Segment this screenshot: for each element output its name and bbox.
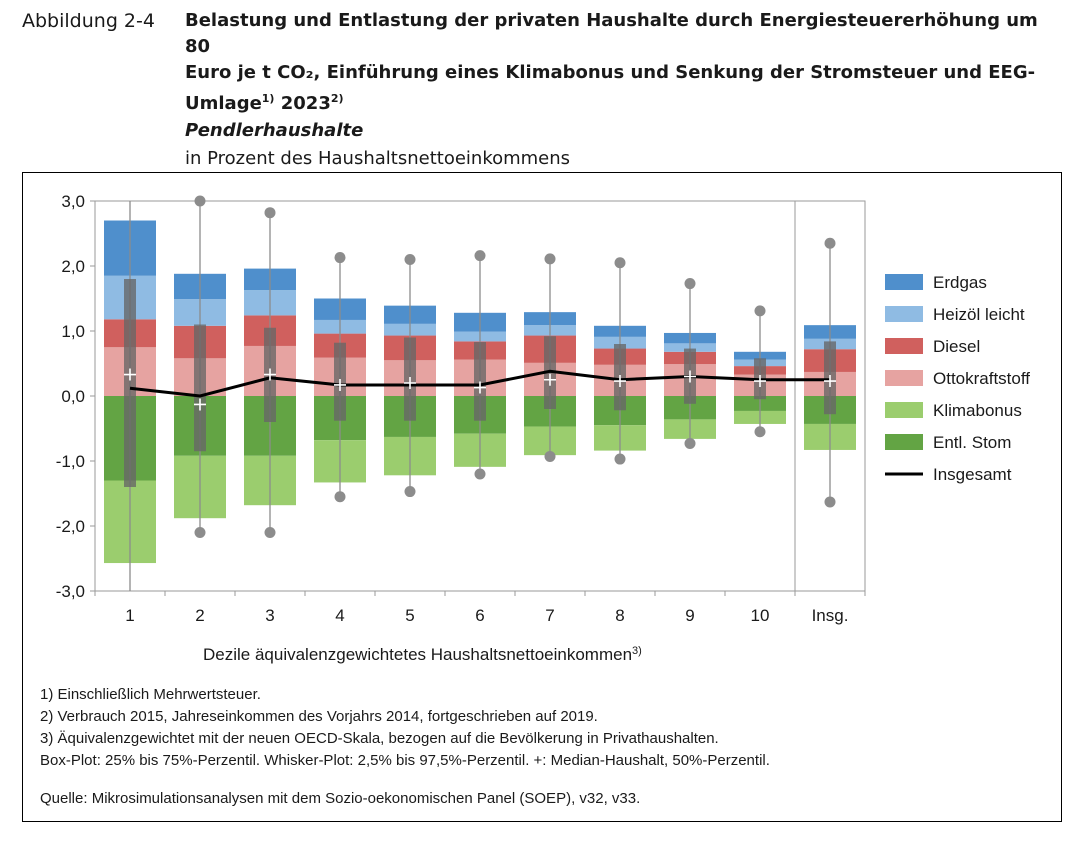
x-tick-label: 8 <box>615 606 624 625</box>
median-marker <box>124 368 136 381</box>
chart-frame: 3,0 2,0 1,0 0,0 -1,0 -2,0 -3,0 1 2 3 4 5 6 7 8 9 10 Insg.… <box>22 172 1062 822</box>
y-tick-label: -2,0 <box>56 517 85 536</box>
y-tick-label: 3,0 <box>61 192 85 211</box>
title-footnote-1: 1) <box>261 92 275 105</box>
y-tick-label: 0,0 <box>61 387 85 406</box>
footnote-2: 2) Verbrauch 2015, Jahreseinkommen des V… <box>40 708 598 725</box>
x-tick-label: 7 <box>545 606 554 625</box>
figure-label: Abbildung 2-4 <box>22 10 155 32</box>
median-marker <box>404 377 416 389</box>
y-tick-label: 1,0 <box>61 322 85 341</box>
whisker-low-dot <box>614 453 626 465</box>
median-marker <box>334 378 346 391</box>
whisker-high-dot <box>544 253 556 265</box>
footnote-boxplot: Box-Plot: 25% bis 75%-Perzentil. Whisker… <box>40 752 770 769</box>
chart-title: Belastung und Entlastung der privaten Ha… <box>185 8 1065 117</box>
legend-label: Heizöl leicht <box>933 305 1025 324</box>
legend-label: Diesel <box>933 337 980 356</box>
whisker-high-dot <box>614 257 626 269</box>
whisker-high-dot <box>264 207 276 219</box>
median-marker <box>474 381 486 394</box>
whisker-low-dot <box>754 426 766 438</box>
x-tick-label: 4 <box>335 606 344 625</box>
source-note: Quelle: Mikrosimulationsanalysen mit dem… <box>40 790 641 807</box>
title-umlage: Umlage <box>185 93 262 114</box>
title-footnote-2: 2) <box>330 92 344 105</box>
legend-swatch <box>885 402 923 418</box>
whisker-low-dot <box>334 491 346 503</box>
whisker-high-dot <box>824 237 836 249</box>
y-tick-label: -3,0 <box>56 582 85 601</box>
x-tick-label: 10 <box>751 606 770 625</box>
chart-title-line-2: Euro je t CO₂, Einführung eines Klimabon… <box>185 62 1036 83</box>
footnote-1: 1) Einschließlich Mehrwertsteuer. <box>40 686 261 703</box>
median-marker <box>264 368 276 381</box>
whisker-low-dot <box>194 527 206 538</box>
whisker-low-dot <box>544 450 556 462</box>
whisker-high-dot <box>404 254 416 265</box>
chart-title-block: Belastung und Entlastung der privaten Ha… <box>185 8 1065 172</box>
chart-title-line-1: Belastung und Entlastung der privaten Ha… <box>185 10 1038 57</box>
legend-swatch <box>885 434 923 450</box>
whisker-high-dot <box>334 252 346 264</box>
chart-title-line-3: Umlage1) 20232) <box>185 86 1065 117</box>
median-marker <box>194 398 206 411</box>
unit-text: in Prozent des Haushaltsnettoeinkommens <box>185 148 571 169</box>
whisker-low-dot <box>264 527 276 538</box>
whisker-high-dot <box>754 305 766 317</box>
y-tick-label: -1,0 <box>56 452 85 471</box>
title-year: 2023 <box>280 93 331 114</box>
whisker-high-dot <box>684 278 696 290</box>
legend-swatch <box>885 370 923 386</box>
x-axis-title: Dezile äquivalenzgewichtetes Haushaltsne… <box>203 645 642 664</box>
box <box>194 324 206 452</box>
legend-label: Erdgas <box>933 273 987 292</box>
x-tick-label: 2 <box>195 606 204 625</box>
whisker-high-dot <box>194 195 206 207</box>
box <box>474 342 486 421</box>
whisker-low-dot <box>684 437 696 449</box>
legend-label: Entl. Stom <box>933 433 1011 452</box>
median-marker <box>614 375 626 388</box>
legend-swatch <box>885 338 923 354</box>
legend-swatch <box>885 274 923 290</box>
x-tick-label: Insg. <box>812 606 849 625</box>
chart-svg: 3,0 2,0 1,0 0,0 -1,0 -2,0 -3,0 1 2 3 4 5 6 7 8 9 10 Insg.… <box>56 192 1031 664</box>
legend-label: Insgesamt <box>933 465 1012 484</box>
median-marker <box>684 370 696 383</box>
whisker-high-dot <box>474 250 486 262</box>
x-tick-label: 1 <box>125 606 134 625</box>
footnotes: 1) Einschließlich Mehrwertsteuer. 2) Ver… <box>40 684 1050 772</box>
x-tick-label: 9 <box>685 606 694 625</box>
x-tick-label: 3 <box>265 606 274 625</box>
median-marker <box>544 373 556 386</box>
whisker-low-dot <box>474 468 486 480</box>
x-tick-label: 5 <box>405 606 414 625</box>
whisker-low-dot <box>404 486 416 498</box>
y-tick-label: 2,0 <box>61 257 85 276</box>
legend-label: Klimabonus <box>933 401 1022 420</box>
median-marker <box>824 375 836 388</box>
footnote-3: 3) Äquivalenzgewichtet mit der neuen OEC… <box>40 730 719 747</box>
whisker-low-dot <box>824 496 836 508</box>
legend-swatch <box>885 306 923 322</box>
chart-subtitle: Pendlerhaushalte <box>185 120 364 141</box>
legend-label: Ottokraftstoff <box>933 369 1030 388</box>
median-marker <box>754 375 766 388</box>
x-tick-label: 6 <box>475 606 484 625</box>
box <box>124 279 136 487</box>
